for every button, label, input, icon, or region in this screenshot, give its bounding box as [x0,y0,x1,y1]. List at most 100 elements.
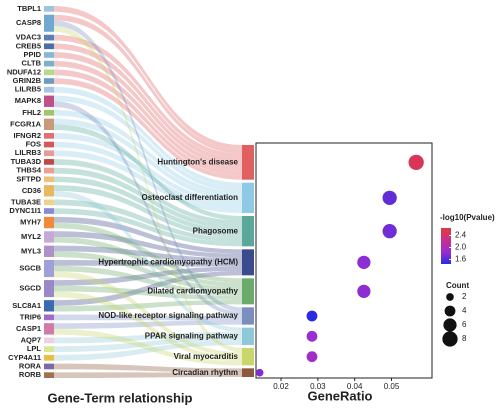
link [54,314,242,321]
link [54,372,242,378]
term-label: Hypertrophic cardiomyopathy (HCM) [98,257,238,266]
gene-label: SGCD [19,284,41,293]
gene-bar [44,363,54,370]
link [54,271,242,306]
gene-bar [44,52,54,58]
gene-label: CASP1 [16,324,41,333]
link [54,236,242,287]
dot [382,190,397,205]
gene-label: TRIP6 [20,312,41,321]
size-legend-label: 8 [462,334,467,343]
gene-bar [44,6,54,12]
gene-bar [44,260,54,278]
link [54,101,242,316]
gene-bar [44,167,54,174]
plot-frame [255,142,433,379]
x-tick-label: 0.02 [273,382,289,391]
size-legend-label: 2 [462,292,467,301]
link [54,14,242,154]
gene-bar [44,95,54,107]
gene-label: GRIN2B [13,76,42,85]
link [54,332,242,344]
gene-bar [44,300,54,312]
gene-bar [44,245,54,257]
link [54,185,242,238]
gene-label: SGCB [19,264,41,273]
gene-label: LPL [27,344,42,353]
size-legend-label: 4 [462,306,467,315]
gene-bar [44,34,54,41]
gene-label: TBPL1 [17,4,41,13]
gene-bar [44,346,54,352]
term-label: Osteoclast differentiation [142,193,239,202]
link [54,118,242,200]
link [54,43,242,163]
gene-label: FHL2 [22,108,41,117]
gene-label: CLTB [22,59,42,68]
dot [357,255,371,269]
gene-bar [44,43,54,50]
gene-bar [44,78,54,84]
gene-label: FOS [26,140,41,149]
gene-label: TUBA3E [11,197,41,206]
colorbar-tick-label: 1.6 [455,255,467,264]
gene-bar [44,69,54,76]
term-bar [242,278,254,305]
gene-bar [44,185,54,197]
gene-label: PPID [23,50,41,59]
gene-label: LILRB3 [15,148,41,157]
gene-label: MYH7 [20,218,41,227]
link [54,340,242,361]
gene-label: MYL2 [21,232,41,241]
colorbar-tick-label: 2.0 [455,243,467,252]
size-legend-dot [446,293,454,301]
link [54,260,242,267]
gene-label: AQP7 [21,335,41,344]
dot [408,154,424,170]
gene-label: CYP4A11 [8,353,41,362]
link [54,216,242,254]
link [54,208,242,247]
size-legend-dot [442,331,458,347]
gene-label: TUBA3D [11,157,42,166]
link [54,336,242,352]
gene-label: CD36 [22,186,41,195]
gene-label: MAPK8 [15,96,41,105]
x-axis-title: GeneRatio [307,388,372,403]
gene-label: THBS4 [16,166,41,175]
gene-bar [44,231,54,243]
gene-bar [44,337,54,344]
gene-label: CASP8 [16,18,41,27]
gene-label: RORA [19,361,42,370]
dot [255,368,264,377]
dot [306,310,318,322]
term-bar [242,145,254,180]
link [54,109,242,196]
link [54,291,242,361]
gene-bar [44,280,54,298]
gene-bar [44,208,54,214]
dot [382,224,397,239]
x-tick-label: 0.04 [347,382,363,391]
gene-label: IFNGR2 [13,131,41,140]
gene-label: DYNC1I1 [9,206,41,215]
gene-bar [44,109,54,116]
link [54,159,242,225]
link [54,271,242,357]
gene-bar [44,314,54,321]
link [54,60,242,171]
dot [306,330,318,342]
gene-bar [44,118,54,130]
link [54,320,242,329]
gene-bar [44,150,54,157]
link [54,251,242,292]
link [54,133,242,205]
gene-bar [44,133,54,139]
link [54,222,242,283]
link [54,245,242,263]
link [54,363,242,373]
link [54,69,242,176]
gene-bar [44,14,54,32]
gene-label: MYL3 [21,246,41,255]
term-label: Viral myocarditis [174,352,239,361]
